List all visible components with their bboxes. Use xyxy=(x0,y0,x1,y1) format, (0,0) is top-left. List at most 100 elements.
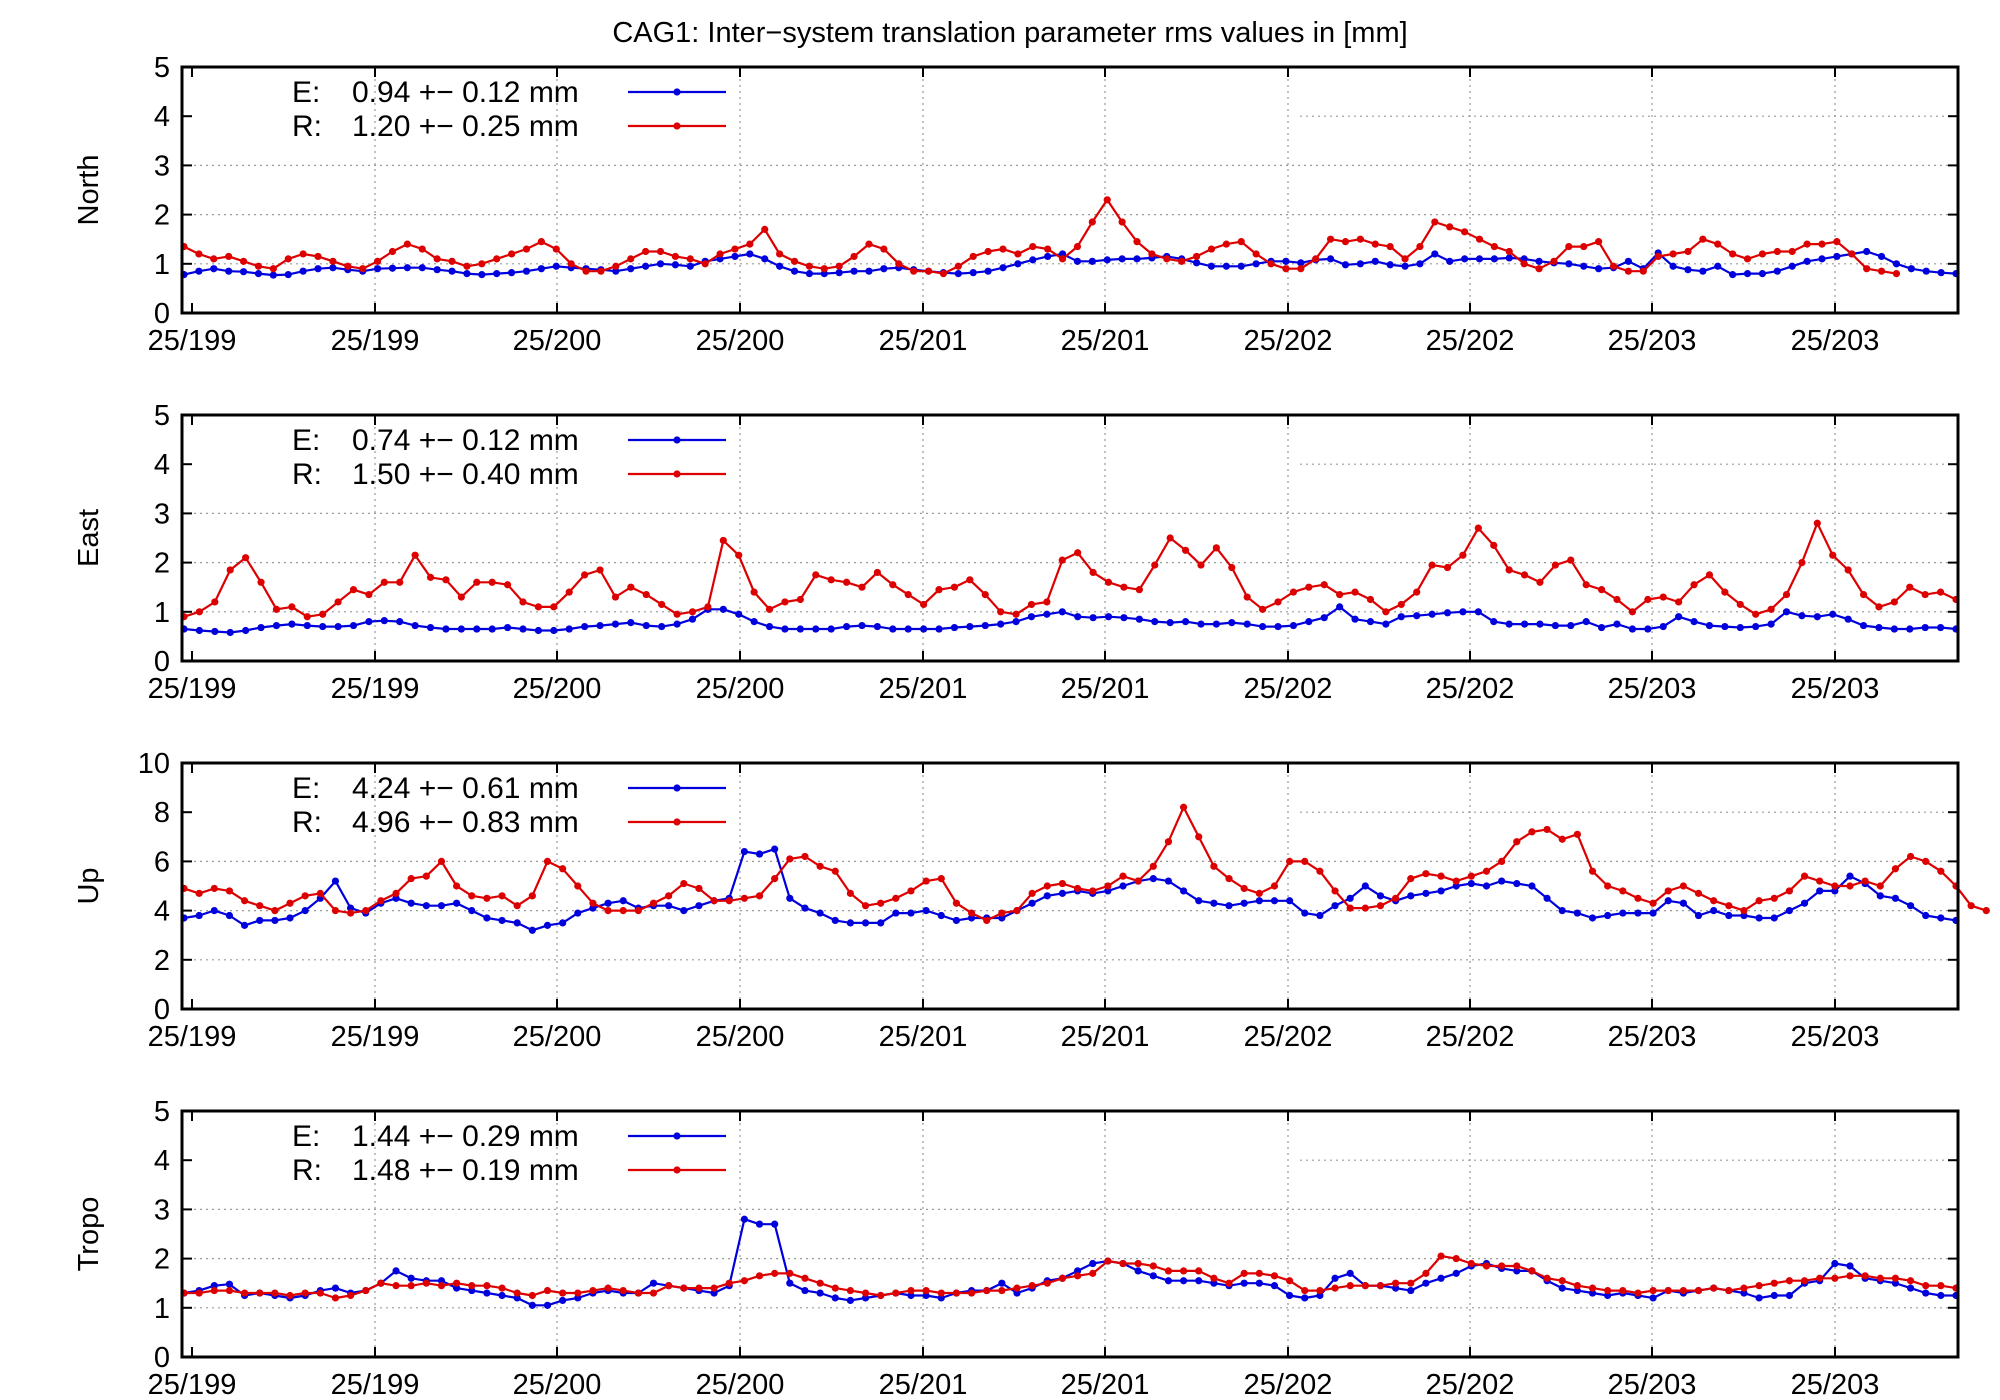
data-point xyxy=(1474,608,1482,616)
data-point xyxy=(1195,833,1203,841)
data-point xyxy=(1212,544,1220,552)
data-point xyxy=(1120,614,1128,622)
data-point xyxy=(373,265,382,273)
data-point xyxy=(1392,1284,1400,1292)
y-axis-label: North xyxy=(73,155,105,226)
data-point xyxy=(998,914,1006,922)
data-point xyxy=(1181,546,1190,554)
data-point xyxy=(1906,1277,1915,1285)
data-point xyxy=(969,269,977,277)
data-point xyxy=(242,554,250,562)
y-tick-label: 0 xyxy=(154,298,170,330)
data-point xyxy=(1800,1277,1809,1285)
data-point xyxy=(827,625,835,633)
data-point xyxy=(1029,242,1037,251)
data-point xyxy=(422,872,430,880)
data-point xyxy=(1366,618,1375,626)
data-point xyxy=(1833,252,1841,261)
data-point xyxy=(1366,595,1375,604)
data-point xyxy=(1859,621,1868,630)
data-point xyxy=(922,1286,930,1295)
data-point xyxy=(1558,835,1566,843)
data-point xyxy=(1767,620,1775,628)
data-point xyxy=(954,270,962,278)
data-point xyxy=(498,1291,506,1300)
data-point xyxy=(388,264,397,272)
data-point xyxy=(411,551,419,559)
data-point xyxy=(1210,899,1218,907)
data-point xyxy=(1382,608,1390,616)
x-tick-label: 25/202 xyxy=(1426,1369,1515,1400)
data-point xyxy=(1074,549,1082,557)
data-point xyxy=(483,1282,491,1290)
data-point xyxy=(935,625,943,633)
data-point xyxy=(574,909,582,917)
data-point xyxy=(301,1289,309,1297)
data-point xyxy=(271,907,279,915)
data-point xyxy=(755,1272,764,1280)
data-point xyxy=(1573,830,1581,838)
data-point xyxy=(1513,838,1521,846)
data-point xyxy=(1320,614,1328,622)
x-tick-label: 25/199 xyxy=(331,673,420,705)
data-point xyxy=(604,899,612,907)
data-point xyxy=(1089,887,1097,895)
data-point xyxy=(329,264,337,272)
data-point xyxy=(1710,897,1718,905)
data-point xyxy=(765,605,774,613)
data-point xyxy=(619,907,627,915)
data-point xyxy=(673,610,681,618)
data-point xyxy=(861,902,870,910)
legend-marker xyxy=(673,88,681,96)
data-point xyxy=(433,266,441,274)
data-point xyxy=(1675,598,1683,606)
data-point xyxy=(468,1286,476,1295)
data-point xyxy=(710,1289,718,1297)
data-point xyxy=(1179,1277,1188,1285)
data-point xyxy=(671,261,679,269)
data-point xyxy=(1543,825,1551,834)
data-point xyxy=(195,250,203,258)
data-point xyxy=(1326,235,1335,243)
data-point xyxy=(1550,257,1558,265)
data-point xyxy=(861,919,870,927)
data-point xyxy=(1743,270,1752,278)
x-tick-label: 25/199 xyxy=(148,325,237,357)
y-tick-label: 1 xyxy=(154,1293,170,1325)
x-tick-label: 25/202 xyxy=(1426,673,1515,705)
data-point xyxy=(969,252,977,261)
data-point xyxy=(1876,1274,1884,1282)
x-tick-label: 25/201 xyxy=(879,1369,968,1400)
data-point xyxy=(801,852,809,861)
data-point xyxy=(1255,897,1263,905)
data-point xyxy=(240,921,249,929)
data-point xyxy=(362,1286,370,1295)
data-point xyxy=(1089,1269,1097,1277)
data-point xyxy=(1644,625,1652,633)
data-point xyxy=(1416,242,1424,251)
data-point xyxy=(816,1279,824,1287)
data-point xyxy=(483,894,491,902)
data-point xyxy=(1413,612,1421,620)
data-point xyxy=(1588,1289,1597,1297)
data-point xyxy=(1785,907,1794,915)
data-point xyxy=(1861,1272,1869,1280)
data-point xyxy=(256,902,264,910)
data-point xyxy=(1813,519,1821,527)
data-point xyxy=(831,1294,839,1302)
data-point xyxy=(1164,1277,1173,1285)
data-point xyxy=(1528,828,1536,836)
legend-name: E: xyxy=(292,76,320,109)
data-point xyxy=(1725,1286,1733,1295)
data-point xyxy=(950,623,959,632)
data-point xyxy=(1028,899,1036,907)
data-point xyxy=(801,1274,809,1282)
data-point xyxy=(396,578,404,586)
data-point xyxy=(937,1294,945,1302)
x-tick-label: 25/200 xyxy=(696,325,785,357)
legend-name: E: xyxy=(292,1120,320,1153)
data-point xyxy=(649,899,658,907)
data-point xyxy=(1482,882,1491,890)
data-point xyxy=(1588,1284,1597,1292)
data-point xyxy=(740,894,748,902)
